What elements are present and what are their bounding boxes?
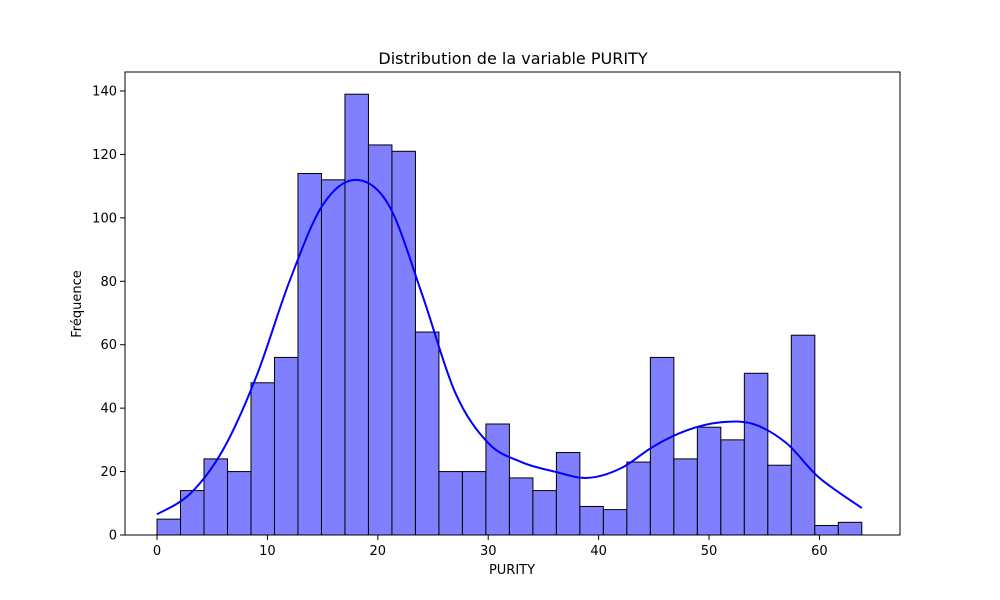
- histogram-bar: [250, 382, 275, 536]
- histogram-bar: [743, 372, 769, 536]
- x-tick-label: 40: [590, 544, 607, 559]
- histogram-bar: [180, 490, 205, 536]
- histogram-bar: [320, 179, 346, 536]
- x-tick-label: 60: [811, 544, 828, 559]
- histogram-bar: [344, 93, 369, 536]
- x-tick-label: 30: [480, 544, 497, 559]
- x-axis-label: PURITY: [489, 563, 535, 578]
- histogram-bar: [226, 471, 252, 536]
- y-tick-label: 60: [100, 338, 117, 353]
- histogram-bar: [532, 490, 557, 536]
- chart-title: Distribution de la variable PURITY: [378, 49, 647, 68]
- histogram-bar: [485, 423, 510, 536]
- y-tick-label: 80: [100, 275, 117, 290]
- histogram-bar: [508, 477, 534, 536]
- y-tick-label: 0: [109, 529, 117, 544]
- histogram-bar: [602, 509, 628, 536]
- plot-frame: [124, 71, 901, 536]
- histogram-bar: [273, 356, 299, 536]
- histogram-bar: [438, 471, 463, 536]
- histogram-bar: [391, 150, 416, 536]
- histogram-bar: [579, 505, 604, 536]
- bars-group: [156, 93, 863, 536]
- histogram-bar: [414, 331, 440, 536]
- histogram-bar: [461, 471, 487, 536]
- y-axis-ticks: 0 20 40 60 80 100 120 140: [92, 85, 125, 544]
- histogram-bar: [790, 334, 816, 536]
- histogram-bar: [203, 458, 228, 536]
- histogram-bar: [767, 464, 792, 536]
- y-tick-label: 120: [92, 148, 117, 163]
- y-tick-label: 20: [100, 465, 117, 480]
- kde-line: [156, 178, 863, 516]
- histogram-bar: [156, 518, 182, 536]
- histogram-bar: [673, 458, 698, 536]
- histogram-bar: [696, 426, 722, 536]
- histogram-bar: [720, 439, 745, 536]
- histogram-bar: [814, 524, 839, 536]
- x-tick-label: 20: [370, 544, 387, 559]
- histogram-bar: [626, 461, 651, 536]
- histogram-bar: [297, 172, 322, 536]
- histogram-bar: [837, 521, 863, 536]
- histogram-bar: [555, 452, 581, 536]
- x-tick-label: 50: [701, 544, 718, 559]
- y-axis-label: Fréquence: [70, 270, 85, 337]
- x-axis-ticks: 0 10 20 30 40 50 60: [153, 535, 828, 559]
- y-tick-label: 40: [100, 402, 117, 417]
- x-tick-label: 0: [153, 544, 161, 559]
- x-tick-label: 10: [259, 544, 276, 559]
- y-tick-label: 100: [92, 211, 117, 226]
- y-tick-label: 140: [92, 85, 117, 100]
